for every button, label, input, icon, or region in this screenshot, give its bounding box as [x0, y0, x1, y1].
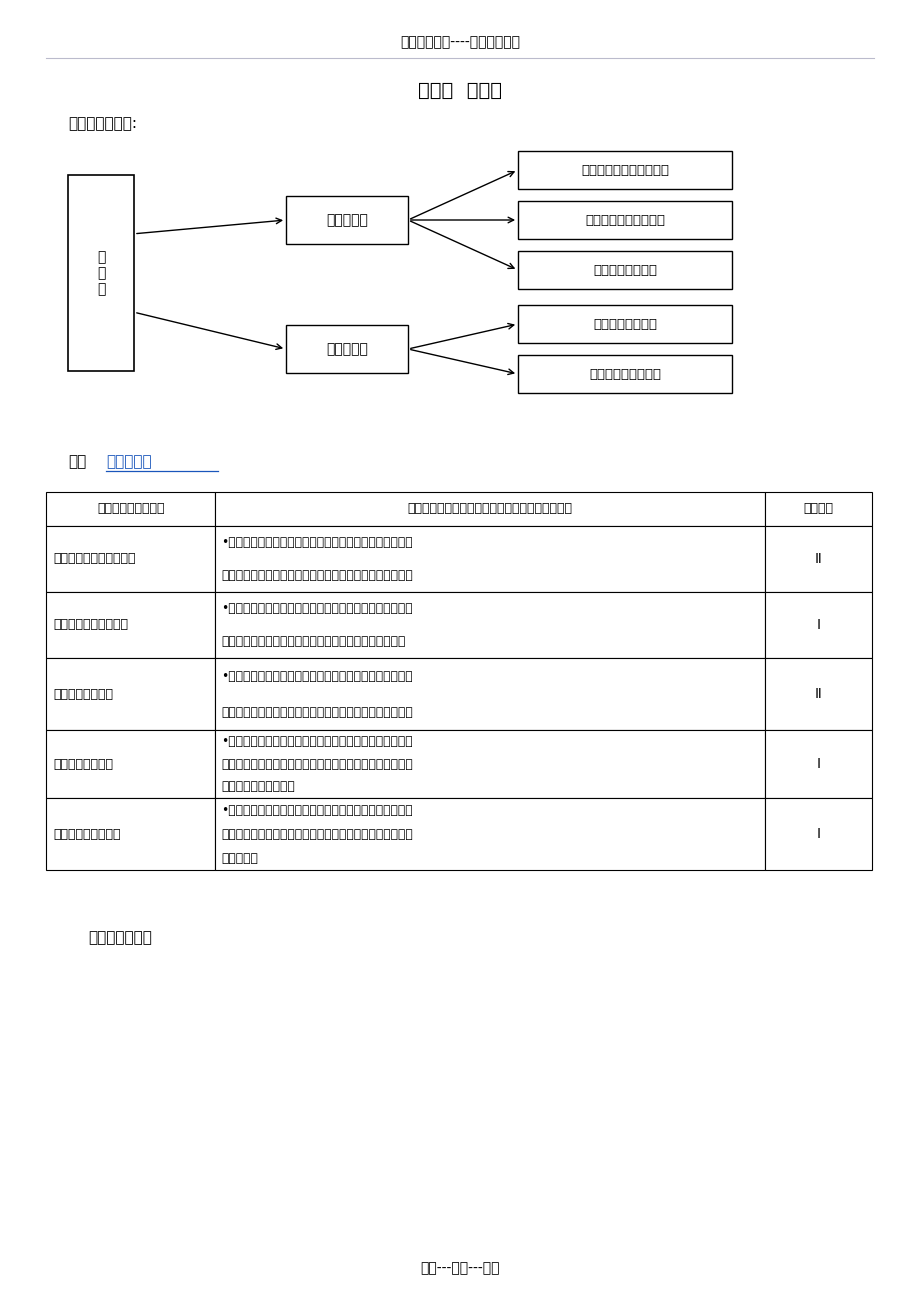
- Bar: [764, 798, 871, 870]
- Bar: [46, 658, 215, 730]
- Text: 、声敏传感器、力敏传感器等常见传感器的特性并判断好坏: 、声敏传感器、力敏传感器等常见传感器的特性并判断好坏: [221, 706, 413, 719]
- Text: 指标（当学生获得这种学习结果时，他们能够：）: 指标（当学生获得这种学习结果时，他们能够：）: [407, 503, 572, 516]
- Bar: [68, 174, 134, 371]
- Bar: [215, 492, 764, 526]
- Text: 第一节  传感器: 第一节 传感器: [417, 81, 502, 99]
- Text: 电信号转换原理和作用: 电信号转换原理和作用: [221, 780, 295, 793]
- Text: 常见传感器典型应用: 常见传感器典型应用: [588, 367, 660, 380]
- Text: 常见传感器的种类、型号: 常见传感器的种类、型号: [581, 164, 668, 177]
- Text: 、力敏传感器、气敏传感器等常见传感器的物理信息采集和: 、力敏传感器、气敏传感器等常见传感器的物理信息采集和: [221, 758, 413, 771]
- Text: Ⅱ: Ⅱ: [814, 687, 821, 700]
- Bar: [215, 658, 764, 730]
- Text: Ⅰ: Ⅰ: [815, 827, 820, 841]
- Text: 感器、声敏传感器、力敏传感器、气敏传感器等常见传感器: 感器、声敏传感器、力敏传感器、气敏传感器等常见传感器: [221, 569, 413, 582]
- Text: 常见传感器典型应用: 常见传感器典型应用: [53, 828, 120, 841]
- Bar: [286, 197, 407, 243]
- Bar: [215, 592, 764, 658]
- Text: 常见传感器的作用: 常见传感器的作用: [53, 758, 113, 771]
- Text: •熟悉光敏传感器、热敏传感器、湿敏传感器、声敏传感器: •熟悉光敏传感器、热敏传感器、湿敏传感器、声敏传感器: [221, 602, 413, 615]
- Text: 一、内容结构图:: 一、内容结构图:: [68, 116, 137, 132]
- Text: •能用多用电表检测光敏传感器、热敏传感器、湿敏传感器: •能用多用电表检测光敏传感器、热敏传感器、湿敏传感器: [221, 669, 413, 682]
- Text: 三、重难点分析: 三、重难点分析: [88, 931, 152, 945]
- Bar: [46, 492, 215, 526]
- Text: 认识传感器: 认识传感器: [325, 214, 368, 227]
- Bar: [517, 305, 732, 342]
- Text: 知识点列表: 知识点列表: [106, 454, 152, 470]
- Bar: [286, 326, 407, 372]
- Text: •能从外形和标识上识别光敏传感器、热敏传感器、湿敏传: •能从外形和标识上识别光敏传感器、热敏传感器、湿敏传: [221, 536, 413, 549]
- Text: 常见传感器的种类、型号: 常见传感器的种类、型号: [53, 552, 135, 565]
- Text: 统中的应用: 统中的应用: [221, 852, 258, 865]
- Text: 、力敏传感器、气敏传感器等常见传感器的电路图形符号: 、力敏传感器、气敏传感器等常见传感器的电路图形符号: [221, 635, 405, 648]
- Text: 常见传感器的电路图形: 常见传感器的电路图形: [584, 214, 664, 227]
- Bar: [764, 658, 871, 730]
- Bar: [517, 355, 732, 393]
- Text: 精选优质文档----倾情为你奉上: 精选优质文档----倾情为你奉上: [400, 35, 519, 49]
- Text: 传感器应用: 传感器应用: [325, 342, 368, 355]
- Text: •知道光敏传感器、热敏传感器、湿敏传感器、声敏传感器: •知道光敏传感器、热敏传感器、湿敏传感器、声敏传感器: [221, 734, 413, 747]
- Text: 常见传感器的电路图形: 常见传感器的电路图形: [53, 618, 128, 631]
- Bar: [215, 730, 764, 798]
- Text: •举例说明光敏传感器、热敏传感器、湿敏传感器、声敏传: •举例说明光敏传感器、热敏传感器、湿敏传感器、声敏传: [221, 803, 413, 816]
- Bar: [46, 592, 215, 658]
- Text: Ⅰ: Ⅰ: [815, 618, 820, 631]
- Bar: [46, 730, 215, 798]
- Bar: [764, 492, 871, 526]
- Bar: [46, 798, 215, 870]
- Bar: [764, 526, 871, 592]
- Bar: [764, 592, 871, 658]
- Text: 感器、力敏传感器、气敏传感器等常见传感器在自动控制系: 感器、力敏传感器、气敏传感器等常见传感器在自动控制系: [221, 828, 413, 841]
- Text: 表现水平: 表现水平: [802, 503, 833, 516]
- Text: 常见传感器的作用: 常见传感器的作用: [593, 318, 656, 331]
- Bar: [517, 151, 732, 189]
- Bar: [517, 201, 732, 240]
- Text: 传
感
器: 传 感 器: [96, 250, 105, 296]
- Bar: [215, 526, 764, 592]
- Text: 学习结果（知识点）: 学习结果（知识点）: [96, 503, 165, 516]
- Text: 常见传感器的检测: 常见传感器的检测: [53, 687, 113, 700]
- Text: Ⅱ: Ⅱ: [814, 552, 821, 566]
- Text: 二、: 二、: [68, 454, 86, 470]
- Bar: [764, 730, 871, 798]
- Bar: [46, 526, 215, 592]
- Text: 专心---专注---专业: 专心---专注---专业: [420, 1262, 499, 1275]
- Text: Ⅰ: Ⅰ: [815, 756, 820, 771]
- Text: 常见传感器的检测: 常见传感器的检测: [593, 263, 656, 276]
- Bar: [517, 251, 732, 289]
- Bar: [215, 798, 764, 870]
